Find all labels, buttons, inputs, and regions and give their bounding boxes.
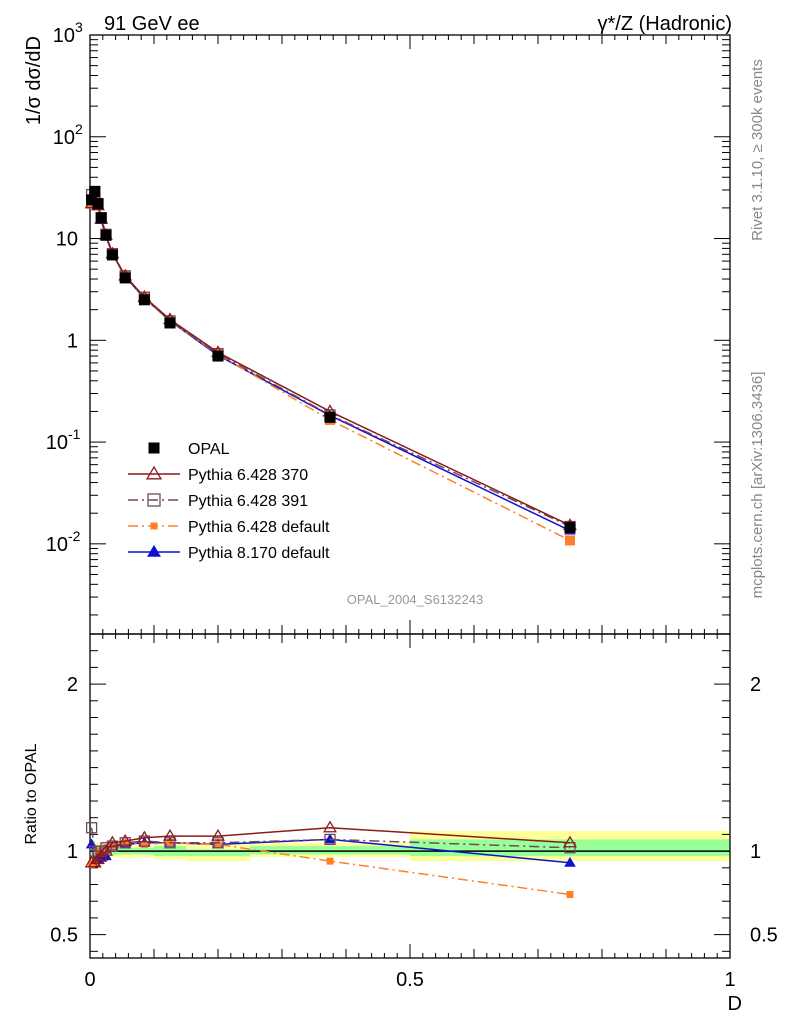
data-point	[137, 830, 152, 843]
main-ytick-label: 10	[53, 127, 75, 149]
legend-entry: Pythia 6.428 370	[128, 465, 308, 484]
ratio-ylabel: Ratio to OPAL	[23, 743, 40, 844]
data-point	[163, 828, 177, 841]
legend-label: Pythia 8.170 default	[188, 545, 330, 562]
data-point	[324, 833, 336, 846]
legend-entry: Pythia 8.170 default	[128, 544, 330, 562]
main-ylabel: 1/σ dσ/dD	[23, 36, 45, 125]
main-series-pythia-8-170-default	[85, 188, 576, 535]
xtick-label: 1	[724, 969, 735, 991]
series-line	[90, 192, 571, 526]
legend-entry: Pythia 6.428 default	[128, 519, 330, 536]
mcplots-label: mcplots.cern.ch [arXiv:1306.3436]	[749, 372, 766, 599]
data-point	[87, 855, 102, 868]
series-line	[91, 190, 571, 528]
data-point	[100, 229, 112, 241]
legend-marker	[148, 442, 160, 454]
header-right: γ*/Z (Hadronic)	[598, 13, 732, 35]
legend-entry: OPAL	[148, 441, 230, 458]
ratio-band-green	[250, 846, 410, 855]
data-point	[323, 820, 337, 833]
data-point	[565, 535, 575, 546]
header-left: 91 GeV ee	[104, 13, 200, 35]
xtick-label: 0	[84, 969, 95, 991]
data-point	[324, 833, 336, 844]
data-point	[140, 840, 148, 848]
data-point	[105, 835, 120, 848]
data-point	[326, 857, 334, 865]
data-point	[211, 828, 225, 841]
data-point	[138, 294, 150, 306]
data-point	[563, 835, 577, 848]
series-line	[90, 827, 571, 852]
ratio-border	[89, 633, 731, 959]
main-series-pythia-6-428-default	[86, 189, 575, 546]
main-ytick-exponent: 2	[75, 121, 83, 137]
data-point	[91, 852, 105, 865]
series-line	[91, 193, 571, 532]
series-line	[90, 192, 571, 542]
main-ytick-label: 10	[56, 229, 78, 251]
ratio-ytick-label-left: 0.5	[50, 925, 78, 947]
data-point	[324, 411, 336, 423]
main-ytick-exponent: -2	[68, 528, 81, 544]
xlabel: D	[728, 993, 742, 1015]
ratio-ytick-label-left: 2	[67, 674, 78, 696]
data-point	[85, 822, 98, 834]
main-series	[84, 185, 577, 546]
analysis-watermark: OPAL_2004_S6132243	[347, 592, 483, 607]
legend-label: Pythia 6.428 391	[188, 493, 308, 510]
data-point	[119, 272, 131, 284]
ratio-series	[84, 820, 577, 899]
data-point	[99, 843, 113, 856]
data-point	[564, 521, 576, 533]
ratio-ytick-label-right: 1	[750, 841, 761, 863]
legend-label: OPAL	[188, 441, 230, 458]
ratio-ytick-label-right: 0.5	[750, 925, 778, 947]
main-ytick-exponent: 3	[75, 19, 83, 35]
main-ytick-label: 10	[46, 534, 68, 556]
main-series-pythia-6-428-391	[85, 185, 576, 533]
data-point	[95, 212, 107, 224]
data-point	[212, 350, 224, 362]
legend-marker	[150, 522, 158, 530]
data-point	[164, 837, 176, 849]
data-point	[566, 891, 574, 899]
ratio-ytick-label-right: 2	[750, 674, 761, 696]
ratio-series-pythia-6-428-370	[84, 820, 577, 868]
ratio-series-pythia-6-428-391	[85, 822, 576, 857]
legend-marker	[147, 493, 161, 507]
legend-entry: Pythia 6.428 391	[128, 493, 308, 510]
legend-label: Pythia 6.428 370	[188, 467, 308, 484]
main-ytick-label: 1	[67, 330, 78, 352]
data-point	[100, 842, 112, 854]
legend-marker	[145, 465, 163, 480]
data-point	[86, 194, 98, 206]
ratio-frame: 0.5 0.5 1 1 2 2 0 0.5 1	[50, 633, 778, 991]
legend: OPAL Pythia 6.428 370 Pythia 6.428 391 Pyth…	[128, 441, 330, 562]
data-point	[564, 856, 576, 867]
main-ytick-exponent: -1	[68, 426, 81, 442]
data-point	[106, 249, 118, 261]
ratio-band-green	[186, 849, 250, 857]
data-point	[92, 198, 104, 210]
legend-label: Pythia 6.428 default	[188, 519, 330, 536]
data-point	[164, 317, 176, 329]
main-ytick-label: 10	[53, 25, 75, 47]
main-ytick-label: 10	[46, 432, 68, 454]
legend-marker	[147, 544, 161, 557]
main-series-opal	[86, 185, 576, 533]
data-point	[89, 185, 101, 197]
data-point	[214, 840, 222, 848]
rivet-label: Rivet 3.1.10, ≥ 300k events	[749, 59, 766, 241]
main-border	[89, 34, 731, 635]
xtick-label: 0.5	[396, 969, 424, 991]
data-point	[212, 837, 224, 849]
ratio-ytick-label-left: 1	[67, 841, 78, 863]
data-point	[118, 833, 133, 846]
